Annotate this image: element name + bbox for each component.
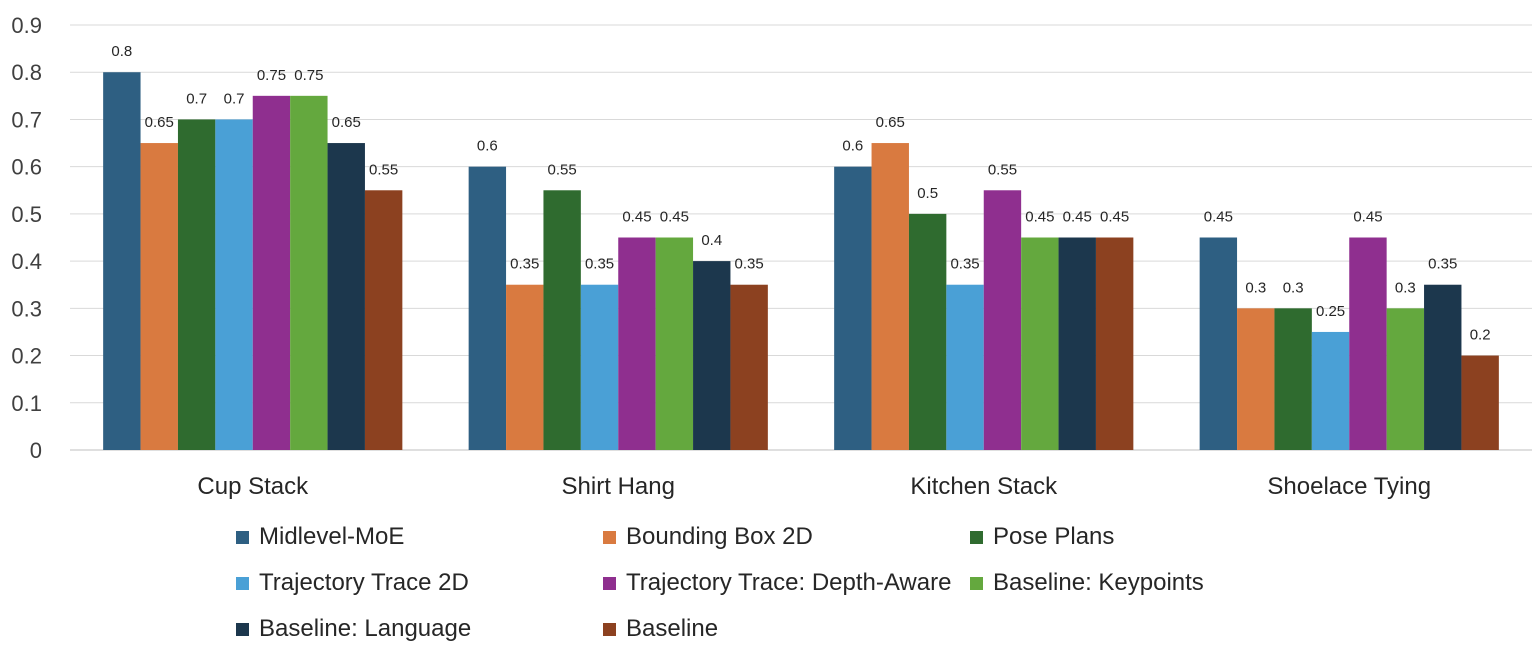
- bar: [543, 190, 581, 450]
- y-tick-label: 0.3: [11, 296, 42, 321]
- bar: [1237, 308, 1275, 450]
- y-tick-label: 0.4: [11, 249, 42, 274]
- bars: [103, 72, 1499, 451]
- bar: [655, 237, 694, 450]
- y-tick-label: 0.9: [11, 13, 42, 38]
- data-label: 0.6: [477, 138, 498, 155]
- data-label: 0.35: [510, 256, 539, 273]
- bar: [327, 143, 365, 451]
- data-label: 0.25: [1316, 303, 1345, 320]
- bar: [693, 261, 731, 450]
- bar: [1424, 284, 1462, 450]
- bar: [946, 284, 984, 450]
- x-tick-label: Cup Stack: [197, 473, 309, 500]
- bar: [177, 119, 216, 450]
- data-labels: 0.8 0.65 0.7 0.7 0.75 0.75 0.65 0.55 0.6 0.35 0.55…: [111, 43, 1490, 343]
- data-label: 0.45: [1204, 209, 1233, 226]
- data-label: 0.65: [876, 114, 905, 131]
- bar: [580, 284, 619, 450]
- data-label: 0.35: [735, 256, 764, 273]
- x-axis-ticks: Cup Stack Shirt Hang Kitchen Stack Shoelace…: [197, 473, 1431, 500]
- bar: [871, 143, 909, 451]
- data-label: 0.3: [1395, 279, 1416, 296]
- bar: [730, 284, 768, 450]
- bar: [618, 237, 656, 450]
- data-label: 0.2: [1470, 327, 1491, 344]
- data-label: 0.55: [369, 161, 398, 178]
- y-tick-label: 0.5: [11, 202, 42, 227]
- data-label: 0.75: [294, 67, 323, 84]
- data-label: 0.45: [660, 209, 689, 226]
- y-tick-label: 0.6: [11, 155, 42, 180]
- data-label: 0.45: [1353, 209, 1382, 226]
- data-label: 0.75: [257, 67, 286, 84]
- bar: [215, 119, 253, 450]
- bar: [252, 95, 291, 450]
- bar: [364, 190, 403, 450]
- bar: [1199, 237, 1238, 450]
- bar: [290, 95, 328, 450]
- y-tick-label: 0: [30, 438, 42, 463]
- y-axis-ticks: 0 0.1 0.2 0.3 0.4 0.5 0.6 0.7 0.8 0.9: [11, 13, 42, 463]
- data-label: 0.45: [622, 209, 651, 226]
- data-label: 0.65: [332, 114, 361, 131]
- bar: [1311, 331, 1350, 450]
- data-label: 0.35: [950, 256, 979, 273]
- data-label: 0.55: [548, 161, 577, 178]
- bar: [1021, 237, 1059, 450]
- data-label: 0.7: [224, 90, 245, 107]
- bar: [908, 213, 947, 450]
- data-label: 0.55: [988, 161, 1017, 178]
- bar: [834, 166, 872, 450]
- y-tick-label: 0.2: [11, 344, 42, 369]
- bar: [1058, 237, 1096, 450]
- data-label: 0.45: [1025, 209, 1054, 226]
- data-label: 0.3: [1245, 279, 1266, 296]
- data-label: 0.65: [145, 114, 174, 131]
- bar: [468, 166, 507, 450]
- bar: [1095, 237, 1134, 450]
- bar: [103, 72, 141, 450]
- x-tick-label: Shoelace Tying: [1267, 473, 1431, 500]
- data-label: 0.3: [1283, 279, 1304, 296]
- data-label: 0.7: [186, 90, 207, 107]
- bar: [1386, 308, 1425, 450]
- y-tick-label: 0.7: [11, 107, 42, 132]
- bar: [1461, 355, 1499, 450]
- data-label: 0.4: [701, 232, 722, 249]
- data-label: 0.5: [917, 185, 938, 202]
- x-tick-label: Shirt Hang: [562, 473, 675, 500]
- y-tick-label: 0.1: [11, 391, 42, 416]
- bar: [506, 284, 544, 450]
- bar: [1349, 237, 1387, 450]
- bar: [140, 143, 178, 451]
- y-tick-label: 0.8: [11, 60, 42, 85]
- data-label: 0.8: [111, 43, 132, 60]
- bar: [983, 190, 1022, 450]
- bar: [1274, 308, 1312, 450]
- data-label: 0.6: [842, 138, 863, 155]
- data-label: 0.35: [585, 256, 614, 273]
- data-label: 0.35: [1428, 256, 1457, 273]
- data-label: 0.45: [1100, 209, 1129, 226]
- x-tick-label: Kitchen Stack: [910, 473, 1058, 500]
- data-label: 0.45: [1063, 209, 1092, 226]
